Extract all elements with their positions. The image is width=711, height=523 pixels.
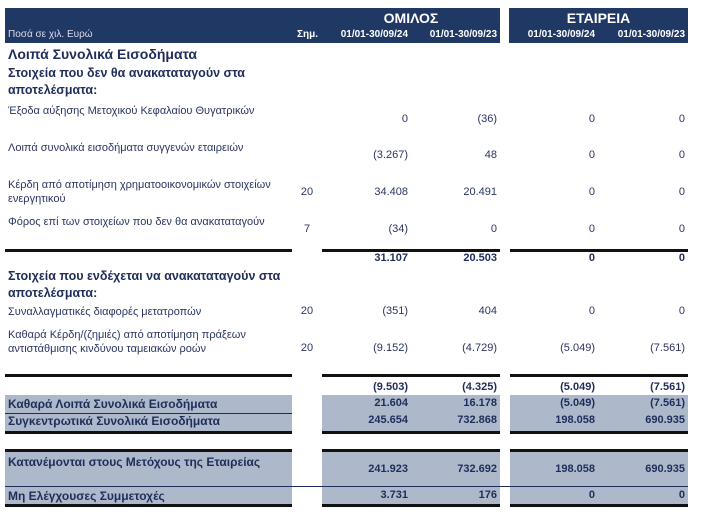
divider — [5, 504, 292, 507]
section1-title: Στοιχεία που δεν θα ανακαταταγούν στα απ… — [8, 66, 245, 97]
value-cell: (351) — [382, 305, 408, 317]
value-cell: 16.178 — [463, 397, 497, 409]
divider — [5, 486, 688, 487]
value-cell: (5.049) — [560, 397, 595, 409]
value-cell: 0 — [678, 252, 685, 264]
company-period-prior: 01/01-30/09/23 — [617, 29, 685, 40]
divider — [5, 374, 292, 377]
row-note: 20 — [300, 186, 314, 198]
value-cell: 0 — [588, 186, 595, 198]
value-cell: (7.561) — [650, 342, 685, 354]
value-cell: 0 — [678, 305, 685, 317]
divider — [322, 249, 500, 252]
value-cell: (5.049) — [560, 342, 595, 354]
value-cell: 198.058 — [555, 414, 595, 426]
value-cell: 0 — [678, 489, 685, 501]
company-header — [509, 8, 688, 43]
value-cell: 48 — [484, 149, 497, 161]
row-label: Φόρος επί των στοιχείων που δεν θα ανακα… — [8, 216, 265, 228]
value-cell: 20.491 — [463, 186, 497, 198]
divider — [5, 413, 292, 414]
value-cell: (5.049) — [560, 381, 595, 393]
divider — [322, 374, 500, 377]
value-cell: 0 — [401, 113, 408, 125]
value-cell: 34.408 — [374, 186, 408, 198]
value-cell: 0 — [588, 223, 595, 235]
value-cell: 690.935 — [645, 463, 685, 475]
row-note: 20 — [300, 305, 314, 317]
value-cell: 732.692 — [457, 463, 497, 475]
shaded-band — [322, 395, 500, 431]
divider — [510, 374, 688, 377]
statement-title: Λοιπά Συνολικά Εισοδήματα — [8, 46, 198, 62]
group-title: ΟΜΙΛΟΣ — [383, 10, 439, 26]
value-cell: 0 — [490, 223, 497, 235]
divider — [510, 449, 688, 452]
value-cell: 0 — [588, 305, 595, 317]
value-cell: 21.604 — [374, 397, 408, 409]
value-cell: 0 — [588, 252, 595, 264]
total-label: Συγκεντρωτικά Συνολικά Εισοδήματα — [8, 414, 220, 428]
group-header — [5, 8, 500, 43]
value-cell: 0 — [678, 223, 685, 235]
divider — [322, 431, 500, 434]
value-cell: (4.729) — [462, 342, 497, 354]
value-cell: 0 — [678, 186, 685, 198]
divider — [322, 449, 500, 452]
value-cell: (36) — [477, 113, 497, 125]
divider — [5, 249, 292, 252]
company-title: ΕΤΑΙΡΕΙΑ — [566, 10, 631, 26]
divider — [510, 504, 688, 507]
divider — [510, 431, 688, 434]
row-label: Λοιπά συνολικά εισοδήματα συγγενών εταιρ… — [8, 142, 244, 154]
attribution-label: Μη Ελέγχουσες Συμμετοχές — [8, 489, 165, 503]
value-cell: 690.935 — [645, 414, 685, 426]
shaded-band — [510, 395, 688, 431]
value-cell: 198.058 — [555, 463, 595, 475]
company-period-current: 01/01-30/09/24 — [527, 29, 595, 40]
value-cell: 732.868 — [457, 414, 497, 426]
divider — [322, 504, 500, 507]
group-period-prior: 01/01-30/09/23 — [429, 29, 497, 40]
attribution-label: Κατανέμονται στους Μετόχους της Εταιρεία… — [8, 455, 261, 469]
note-header: Σημ. — [296, 29, 318, 40]
value-cell: 176 — [478, 489, 497, 501]
value-cell: (34) — [388, 223, 408, 235]
value-cell: 404 — [478, 305, 497, 317]
value-cell: 245.654 — [368, 414, 408, 426]
shaded-band — [5, 452, 292, 504]
value-cell: (4.325) — [462, 381, 497, 393]
value-cell: 241.923 — [368, 463, 408, 475]
value-cell: 0 — [678, 113, 685, 125]
row-label: Έξοδα αύξησης Μετοχικού Κεφαλαίου Θυγατρ… — [8, 105, 255, 117]
value-cell: (7.561) — [650, 397, 685, 409]
value-cell: (9.503) — [373, 381, 408, 393]
row-label: Συναλλαγματικές διαφορές μετατροπών — [8, 306, 202, 318]
value-cell: 31.107 — [374, 252, 408, 264]
shaded-band — [322, 452, 500, 504]
total-label: Καθαρά Λοιπά Συνολικά Εισοδήματα — [8, 397, 218, 411]
value-cell: 3.731 — [380, 489, 408, 501]
value-cell: 0 — [678, 149, 685, 161]
section2-title: Στοιχεία που ενδέχεται να ανακαταταγούν … — [8, 269, 281, 300]
row-label: Κέρδη από αποτίμηση χρηματοοικονομικών σ… — [8, 179, 271, 205]
shaded-band — [510, 452, 688, 504]
divider — [5, 431, 292, 434]
row-label: Καθαρά Κέρδη/(ζημιές) από αποτίμηση πράξ… — [8, 329, 246, 355]
unit-label: Ποσά σε χιλ. Ευρώ — [8, 29, 93, 40]
divider — [510, 249, 688, 252]
value-cell: 0 — [588, 113, 595, 125]
row-note: 20 — [300, 342, 314, 354]
value-cell: (7.561) — [650, 381, 685, 393]
row-note: 7 — [303, 223, 311, 235]
divider — [5, 449, 292, 452]
value-cell: (3.267) — [373, 149, 408, 161]
group-period-current: 01/01-30/09/24 — [340, 29, 408, 40]
value-cell: (9.152) — [373, 342, 408, 354]
value-cell: 0 — [588, 149, 595, 161]
value-cell: 0 — [588, 489, 595, 501]
value-cell: 20.503 — [463, 252, 497, 264]
